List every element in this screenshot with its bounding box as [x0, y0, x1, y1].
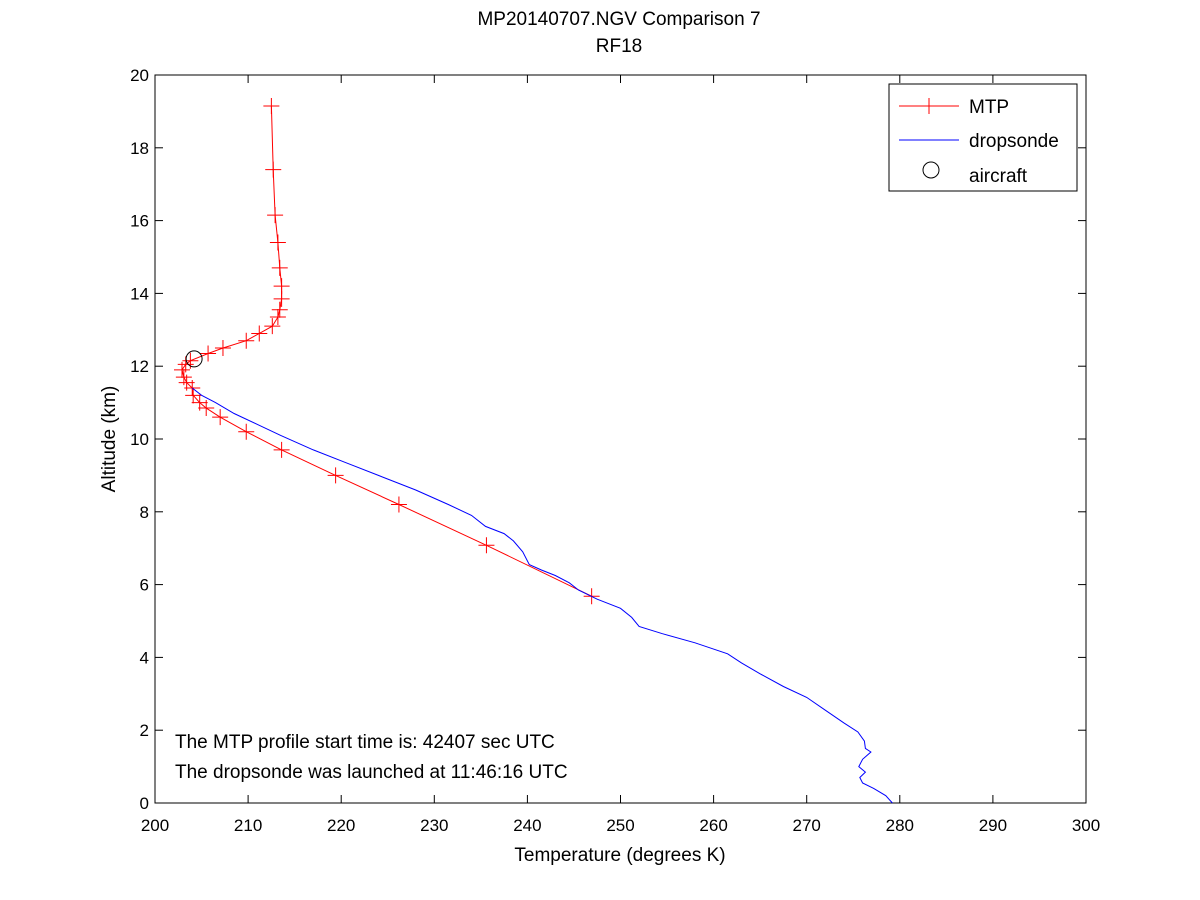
x-axis-label: Temperature (degrees K) — [514, 845, 725, 866]
mtp-point — [327, 467, 344, 484]
mtp-point — [273, 441, 290, 458]
y-tick-label: 16 — [130, 212, 149, 231]
y-tick-label: 2 — [140, 721, 149, 740]
mtp-point — [264, 318, 281, 335]
mtp-point — [273, 290, 290, 307]
y-tick-labels: 0 2 4 6 8 10 12 14 16 18 20 — [130, 66, 149, 813]
legend-aircraft-marker — [922, 161, 940, 179]
chart-subtitle: RF18 — [596, 36, 642, 57]
y-tick-label: 4 — [140, 648, 149, 667]
mtp-point — [390, 496, 407, 513]
x-tick-label: 200 — [141, 816, 169, 835]
mtp-point — [173, 361, 190, 378]
mtp-point — [271, 301, 288, 318]
mtp-point — [263, 97, 280, 114]
mtp-point — [198, 400, 215, 417]
legend-dropsonde-label: dropsonde — [969, 131, 1059, 152]
x-tick-label: 260 — [699, 816, 727, 835]
y-tick-label: 18 — [130, 139, 149, 158]
mtp-point — [271, 259, 288, 276]
dropsonde-line — [191, 387, 893, 804]
y-axis-label: Altitude (km) — [99, 386, 120, 493]
y-tick-label: 8 — [140, 503, 149, 522]
y-tick-label: 0 — [140, 794, 149, 813]
legend-aircraft-label: aircraft — [969, 166, 1028, 187]
data-series — [173, 97, 893, 804]
legend-box — [888, 83, 1078, 192]
dropsonde-launch-note: The dropsonde was launched at 11:46:16 U… — [175, 762, 568, 783]
mtp-point — [269, 234, 286, 251]
axis-ticks — [154, 74, 1087, 804]
aircraft-point — [185, 350, 203, 368]
x-tick-label: 290 — [979, 816, 1007, 835]
mtp-point — [214, 340, 231, 356]
x-tick-label: 230 — [420, 816, 448, 835]
mtp-point — [238, 423, 255, 440]
mtp-point — [238, 332, 255, 349]
x-tick-label: 210 — [234, 816, 262, 835]
plot-area — [154, 74, 1087, 804]
x-tick-label: 280 — [886, 816, 914, 835]
y-tick-label: 12 — [130, 357, 149, 376]
legend: MTP dropsonde aircraft — [888, 83, 1078, 192]
y-tick-label: 6 — [140, 576, 149, 595]
mtp-point — [267, 207, 284, 224]
mtp-start-time-note: The MTP profile start time is: 42407 sec… — [175, 732, 555, 753]
mtp-point — [269, 309, 286, 326]
y-tick-label: 14 — [130, 284, 149, 303]
mtp-point — [200, 345, 217, 362]
x-tick-label: 270 — [793, 816, 821, 835]
mtp-point — [265, 161, 282, 178]
mtp-point — [212, 409, 229, 426]
legend-mtp-label: MTP — [969, 97, 1009, 118]
mtp-point — [185, 387, 202, 404]
x-tick-label: 250 — [606, 816, 634, 835]
x-tick-label: 220 — [327, 816, 355, 835]
x-tick-labels: 200 210 220 230 240 250 260 270 280 290 300 — [141, 816, 1100, 835]
y-tick-label: 20 — [130, 66, 149, 85]
mtp-point — [251, 325, 268, 342]
y-tick-label: 10 — [130, 430, 149, 449]
chart-title: MP20140707.NGV Comparison 7 — [477, 9, 760, 30]
x-tick-label: 300 — [1072, 816, 1100, 835]
x-tick-label: 240 — [513, 816, 541, 835]
mtp-point — [478, 537, 495, 554]
legend-mtp-marker — [921, 98, 937, 114]
